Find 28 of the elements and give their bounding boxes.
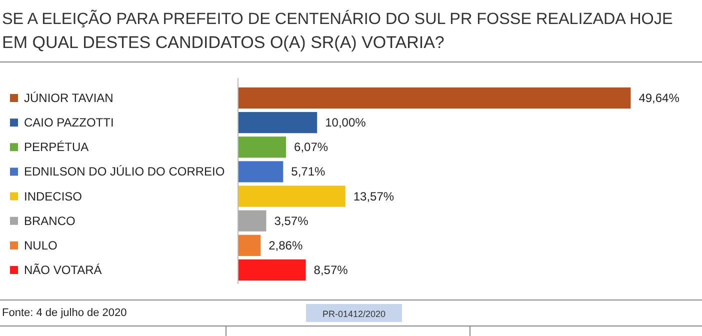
data-label: 5,71% xyxy=(291,164,326,179)
chart-title: SE A ELEIÇÃO PARA PREFEITO DE CENTENÁRIO DO SUL PR FOSSE REALIZADA HOJE xyxy=(2,9,673,28)
chart-subtitle: EM QUAL DESTES CANDIDATOS O(A) SR(A) VOTARIA? xyxy=(2,33,444,52)
bar xyxy=(238,186,346,207)
bar xyxy=(238,87,631,109)
y-tick-label: NÃO VOTARÁ xyxy=(24,262,102,277)
data-label: 10,00% xyxy=(325,116,366,130)
data-label: 8,57% xyxy=(314,262,348,277)
bar xyxy=(238,210,266,232)
bar xyxy=(238,112,318,134)
y-tick-label: BRANCO xyxy=(24,214,76,228)
y-tick-label: NULO xyxy=(24,238,58,252)
bar xyxy=(238,234,261,256)
bar xyxy=(238,259,306,281)
data-label: 13,57% xyxy=(353,189,394,204)
data-label: 2,86% xyxy=(268,238,303,252)
data-label: 49,64% xyxy=(638,91,680,106)
bar xyxy=(238,161,284,182)
y-tick-label: CAIO PAZZOTTI xyxy=(24,116,114,130)
data-label: 3,57% xyxy=(274,214,309,228)
y-tick-label: INDECISO xyxy=(24,189,82,204)
y-tick-label: PERPÉTUA xyxy=(24,140,89,154)
y-tick-label: JÚNIOR TAVIAN xyxy=(24,91,114,106)
data-label: 6,07% xyxy=(294,140,328,154)
bar xyxy=(238,136,286,158)
y-tick-label: EDNILSON DO JÚLIO DO CORREIO xyxy=(24,164,225,179)
text: PR-01412/2020 xyxy=(322,309,386,319)
source-note: Fonte: 4 de julho de 2020 xyxy=(2,307,127,319)
